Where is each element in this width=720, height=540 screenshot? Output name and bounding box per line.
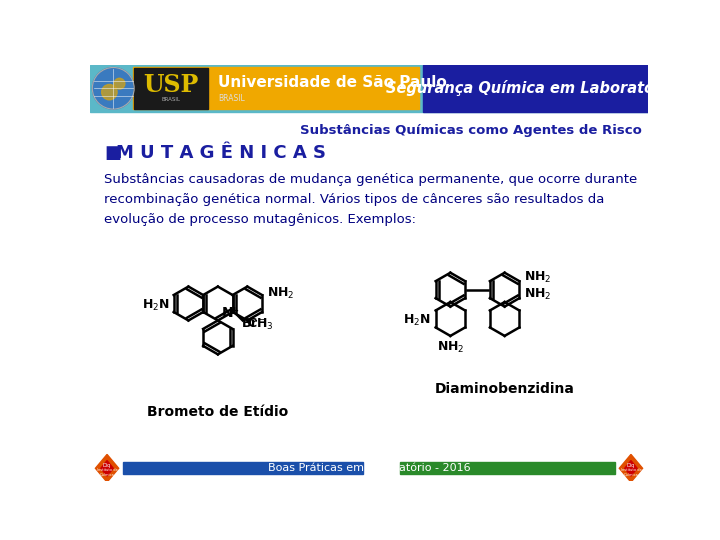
Text: Br$^-$: Br$^-$ [241, 318, 267, 330]
Circle shape [92, 68, 134, 109]
Bar [132, 67, 419, 110]
Polygon shape [101, 461, 113, 476]
Text: +: + [230, 306, 240, 316]
Polygon shape [625, 461, 637, 476]
Text: N: N [221, 306, 233, 320]
Text: Substâncias Químicas como Agentes de Risco: Substâncias Químicas como Agentes de Ris… [300, 124, 642, 137]
Text: Instituto de
Química: Instituto de Química [621, 468, 642, 476]
Polygon shape [619, 455, 642, 482]
Bar [400, 462, 616, 475]
Text: Diq: Diq [103, 463, 111, 468]
Circle shape [102, 84, 117, 100]
Text: CH$_3$: CH$_3$ [246, 317, 273, 332]
Text: BRASIL: BRASIL [161, 97, 181, 102]
Polygon shape [96, 455, 119, 482]
Text: ■: ■ [104, 144, 121, 162]
Text: BRASIL: BRASIL [218, 94, 245, 103]
Bar [90, 65, 648, 112]
Text: H$_2$N: H$_2$N [142, 298, 170, 313]
Text: Brometo de Etídio: Brometo de Etídio [148, 405, 289, 419]
Text: evolução de processo mutagênicos. Exemplos:: evolução de processo mutagênicos. Exempl… [104, 213, 416, 226]
Circle shape [114, 78, 125, 89]
Text: Substâncias causadoras de mudança genética permanente, que ocorre durante: Substâncias causadoras de mudança genéti… [104, 173, 637, 186]
Text: M U T A G Ê N I C A S: M U T A G Ê N I C A S [117, 144, 326, 162]
Text: Diaminobenzidina: Diaminobenzidina [435, 382, 575, 396]
Text: Segurança Química em Laboratórios: Segurança Química em Laboratórios [386, 80, 685, 96]
Text: NH$_2$: NH$_2$ [524, 270, 552, 285]
Text: recombinação genética normal. Vários tipos de cânceres são resultados da: recombinação genética normal. Vários tip… [104, 193, 604, 206]
Bar [134, 68, 208, 109]
Bar [423, 65, 648, 112]
Bar [122, 462, 363, 475]
Text: USP: USP [143, 73, 199, 97]
Text: H$_2$N: H$_2$N [403, 313, 431, 328]
Text: NH$_2$: NH$_2$ [524, 287, 552, 302]
Text: Instituto de
Química: Instituto de Química [96, 468, 117, 476]
Text: Diq: Diq [627, 463, 635, 468]
Text: Universidade de São Paulo: Universidade de São Paulo [218, 75, 446, 90]
Text: Boas Práticas em Laboratório - 2016: Boas Práticas em Laboratório - 2016 [268, 463, 470, 473]
Text: NH$_2$: NH$_2$ [437, 340, 464, 355]
Text: NH$_2$: NH$_2$ [267, 286, 294, 301]
